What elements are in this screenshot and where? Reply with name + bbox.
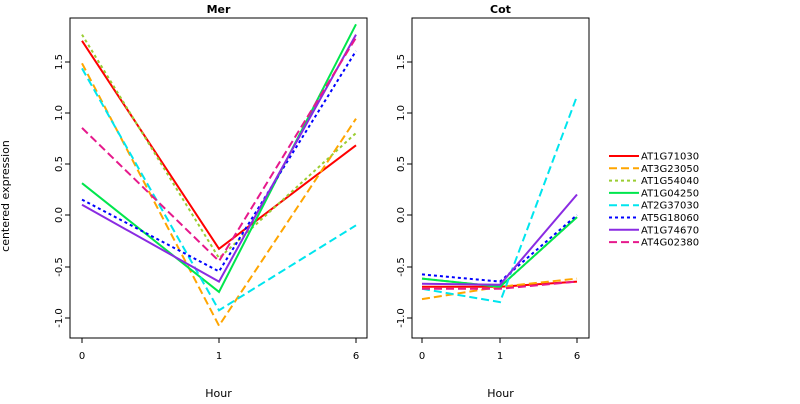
series-line-at4g02380 [81, 37, 357, 263]
series-line-at1g54040 [421, 216, 578, 288]
y-tick-label: 1.0 [396, 105, 407, 121]
series-line-at1g71030 [81, 40, 357, 251]
x-tick-label: 1 [216, 351, 222, 362]
series-line-at5g18060 [421, 214, 578, 283]
panels: Mer -1.0 -0.5 0.0 0.5 1.0 1.5 0 1 6 Hour Cot -1.0 -0.… [54, 3, 590, 400]
series-line-at4g02380 [422, 280, 578, 290]
series-line-at1g74670 [421, 193, 578, 286]
y-tick-label: 1.5 [396, 54, 407, 70]
legend-label: AT1G71030 [641, 152, 699, 163]
panel-cot: Cot -1.0 -0.5 0.0 0.5 1.0 1.5 0 1 6 Hour [396, 3, 590, 400]
x-axis-title: Hour [487, 387, 514, 400]
y-tick-label: -1.0 [54, 308, 65, 328]
series-line-at3g23050 [81, 62, 357, 328]
y-axis-title: centered expression [0, 140, 12, 252]
legend-label: AT1G54040 [641, 176, 699, 187]
x-axis-title: Hour [205, 387, 232, 400]
plot-frame [411, 17, 590, 339]
legend-label: AT5G18060 [641, 213, 699, 224]
y-tick-label: -1.0 [396, 308, 407, 328]
y-tick-label: 1.0 [54, 105, 65, 121]
y-tick-label: -0.5 [54, 257, 65, 277]
series-line-at1g54040 [81, 34, 357, 260]
legend-label: AT3G23050 [641, 164, 699, 175]
series-line-at1g04250 [421, 216, 578, 288]
y-tick-label: 0.0 [396, 207, 407, 223]
x-tick-label: 0 [419, 351, 425, 362]
series-line-at5g18060 [81, 50, 357, 273]
panel-mer: Mer -1.0 -0.5 0.0 0.5 1.0 1.5 0 1 6 Hour [54, 3, 368, 400]
y-tick-label: 0.5 [54, 156, 65, 172]
legend-label: AT1G74670 [641, 225, 699, 236]
series-line-at1g74670 [81, 34, 357, 283]
y-tick-label: 1.5 [54, 54, 65, 70]
y-tick-label: 0.0 [54, 207, 65, 223]
x-tick-label: 1 [497, 351, 503, 362]
legend-label: AT1G04250 [641, 188, 699, 199]
y-tick-label: 0.5 [396, 156, 407, 172]
plot-frame [69, 17, 368, 339]
series-line-at2g37030 [81, 67, 357, 312]
series-line-at2g37030 [421, 95, 578, 304]
x-tick-label: 0 [79, 351, 85, 362]
x-tick-label: 6 [353, 351, 359, 362]
x-tick-label: 6 [574, 351, 580, 362]
y-tick-label: -0.5 [396, 257, 407, 277]
panel-title: Mer [207, 3, 231, 16]
legend-label: AT2G37030 [641, 201, 699, 212]
legend-label: AT4G02380 [641, 238, 699, 249]
panel-title: Cot [490, 3, 511, 16]
